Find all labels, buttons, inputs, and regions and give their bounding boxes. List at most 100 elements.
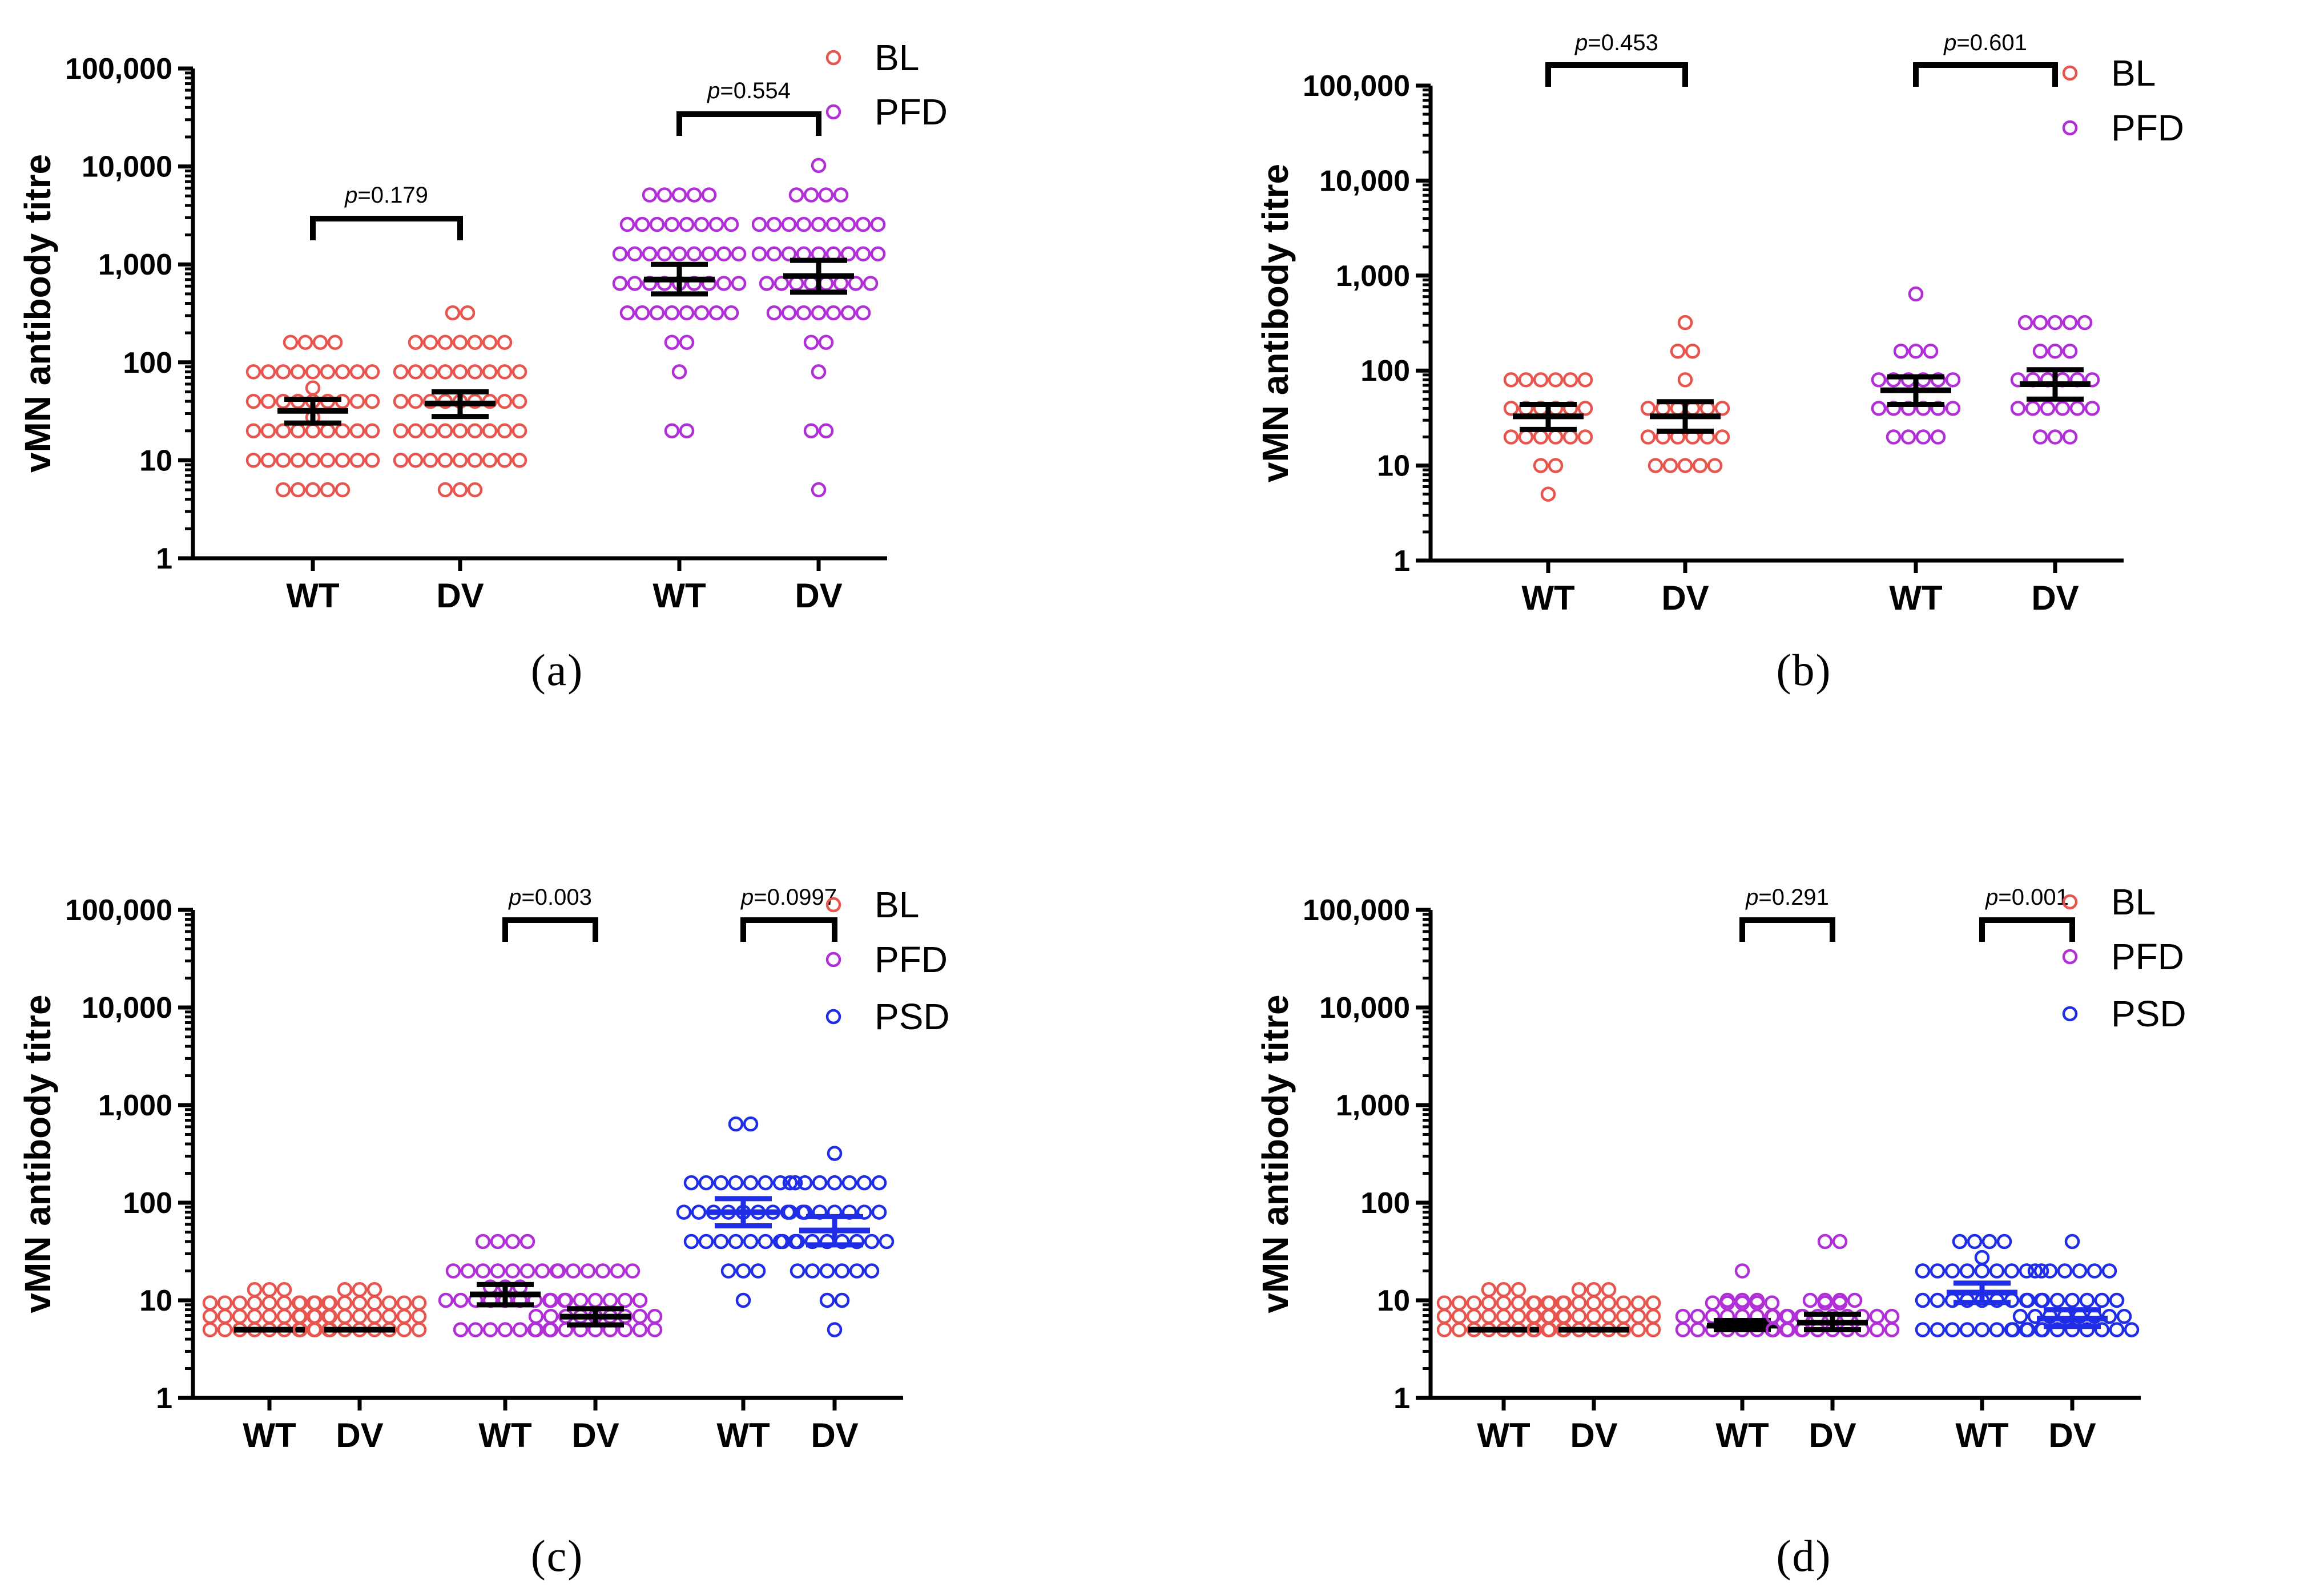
data-point [787,1175,803,1191]
data-point [833,187,849,203]
p-symbol: p [1943,30,1956,55]
data-point [664,305,680,321]
p-equals: = [1956,30,1969,55]
data-point [437,364,453,380]
data-point [683,1234,699,1250]
data-point [2047,343,2063,359]
group-3: DV [1765,1234,1900,1454]
group-2: WT [438,1234,573,1454]
x-tick-label: DV [1661,579,1709,617]
y-tick-label: 10,000 [1319,992,1410,1025]
data-point [1481,1295,1497,1311]
data-point [698,1175,714,1191]
data-point [855,246,871,262]
data-point [2101,1263,2117,1279]
data-point [1577,401,1593,416]
data-point [305,364,321,380]
data-point [217,1322,233,1337]
data-point [335,364,351,380]
data-point [1959,1263,1975,1279]
data-point [1451,1308,1467,1324]
p-symbol: p [740,885,754,910]
data-point [2064,1234,2080,1250]
legend-label: BL [2111,53,2156,94]
group-2: WT [1675,1263,1810,1454]
data-point [290,453,306,468]
data-point [1496,1282,1512,1297]
p-value-label: p=0.179 [344,183,428,208]
p-equals: = [720,78,733,103]
data-point [1541,1295,1557,1311]
data-point [497,364,513,380]
data-point [445,305,461,321]
y-axis-label: vMN antibody titre [17,994,58,1313]
significance-bracket: p=0.003 [502,885,598,942]
data-point [1707,458,1723,473]
data-point [2025,401,2041,416]
p-symbol: p [508,885,521,910]
data-point [511,453,527,468]
x-tick-label: DV [2031,579,2079,617]
group-2: WT [612,187,747,615]
data-point [627,276,643,291]
data-point [818,187,834,203]
data-point [322,1295,338,1311]
data-point [1944,1263,1960,1279]
legend-marker [825,50,841,66]
data-point [864,1234,880,1250]
data-point [2062,429,2078,445]
data-point [1466,1308,1482,1324]
data-point [261,1295,277,1311]
legend-label: PFD [2111,107,2184,148]
y-tick-label: 1 [156,542,172,575]
data-point [1481,1282,1497,1297]
data-point [2077,315,2093,331]
data-point [1690,1308,1706,1324]
data-point [1436,1322,1452,1337]
data-point [452,482,468,498]
data-point [1503,429,1519,445]
data-point [840,216,856,232]
data-point [1630,1295,1646,1311]
data-point [1518,372,1534,388]
data-point [627,246,643,262]
legend-item-psd: PSD [825,996,950,1037]
data-point [679,216,695,232]
data-point [505,1263,521,1279]
data-point [337,1295,353,1311]
data-point [396,1322,412,1337]
legend-marker [825,1009,841,1025]
legend-item-pfd: PFD [825,91,948,132]
data-point [728,1234,744,1250]
y-tick-label: 100 [123,1187,172,1220]
data-point [766,246,782,262]
data-point [811,364,827,380]
data-point [1719,1292,1735,1308]
data-point [1945,372,1961,388]
data-point [1930,1263,1946,1279]
significance-bracket: p=0.453 [1545,30,1688,87]
data-point [452,453,468,468]
data-point [1685,343,1701,359]
data-point [2064,1292,2080,1308]
data-point [320,453,336,468]
data-point [2032,315,2048,331]
group-1: DV [292,1282,427,1454]
y-tick-label: 100 [123,346,172,380]
data-point [1677,372,1693,388]
data-point [438,1292,454,1308]
p-value: 0.291 [1772,885,1829,910]
data-point [1886,429,1902,445]
data-point [528,1308,544,1324]
data-point [422,334,438,350]
y-tick-label: 1 [1393,1382,1410,1415]
legend-marker [2062,949,2078,965]
group-3: DV [751,158,886,615]
data-point [759,276,775,291]
data-point [327,334,343,350]
chart-panel-a: 1 10 100 1,000 10,000 100,000 vMN antibody tit… [17,37,948,695]
data-point [482,364,498,380]
data-point [580,1263,596,1279]
data-point [1648,458,1664,473]
